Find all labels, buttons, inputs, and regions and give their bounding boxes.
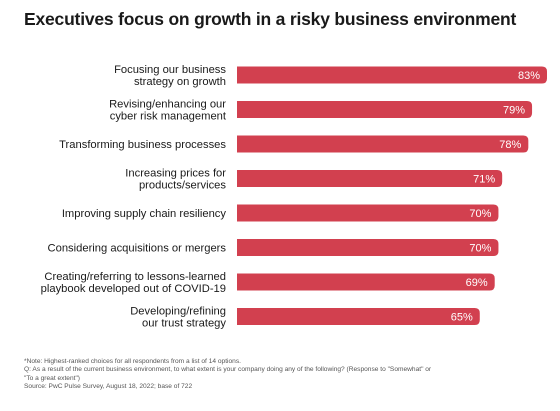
- category-label: Increasing prices for products/services: [125, 168, 226, 192]
- source-text: Source: PwC Pulse Survey, August 18, 202…: [24, 383, 193, 391]
- category-label: Transforming business processes: [59, 139, 226, 151]
- value-label: 83%: [518, 70, 540, 82]
- bar: [237, 66, 547, 84]
- question-text-continued: "To a great extent"): [24, 374, 80, 382]
- bar: [237, 204, 499, 222]
- category-label: Creating/referring to lessons-learned pla…: [41, 271, 226, 295]
- note-text: *Note: Highest-ranked choices for all re…: [24, 358, 241, 365]
- value-label: 69%: [466, 277, 488, 289]
- value-label: 71%: [473, 174, 495, 186]
- category-label: Developing/refining our trust strategy: [130, 306, 226, 330]
- question-text: Q: As a result of the current business e…: [24, 366, 432, 374]
- category-label: Considering acquisitions or mergers: [48, 243, 227, 255]
- value-label: 70%: [469, 243, 491, 255]
- category-label: Focusing our business strategy on growth: [114, 64, 226, 88]
- value-label: 70%: [469, 208, 491, 220]
- chart-title: Executives focus on growth in a risky bu…: [24, 9, 517, 29]
- category-label: Improving supply chain resiliency: [62, 208, 227, 220]
- bar: [237, 135, 529, 153]
- value-label: 65%: [451, 312, 473, 324]
- bar: [237, 239, 499, 256]
- value-label: 78%: [499, 139, 521, 151]
- value-label: 79%: [503, 105, 525, 117]
- category-label: Revising/enhancing our cyber risk managem…: [109, 99, 227, 123]
- bar: [237, 101, 533, 118]
- bar: [237, 308, 480, 325]
- bar: [237, 273, 495, 291]
- footnotes: *Note: Highest-ranked choices for all re…: [24, 358, 544, 392]
- bar: [237, 170, 503, 187]
